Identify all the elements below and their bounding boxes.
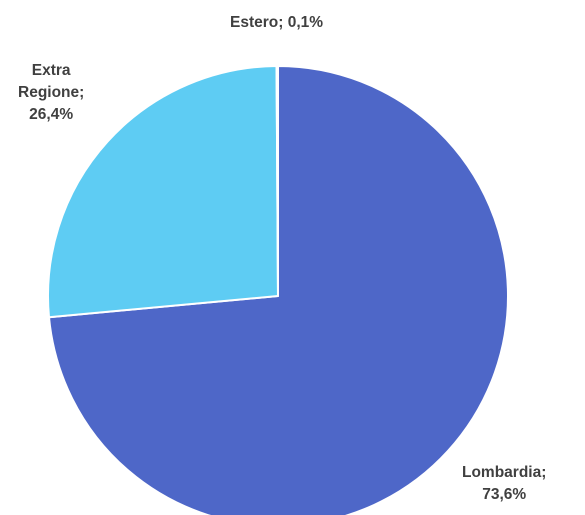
slice-label-estero: Estero; 0,1% (230, 14, 324, 31)
slice-label-extra-regione: Extra Regione; 26,4% (18, 62, 85, 123)
slice-label-lombardia: Lombardia; 73,6% (462, 464, 547, 503)
pie-slices (47, 64, 509, 515)
pie-slice-extra-regione (47, 65, 279, 319)
pie-slice-estero (275, 64, 279, 297)
